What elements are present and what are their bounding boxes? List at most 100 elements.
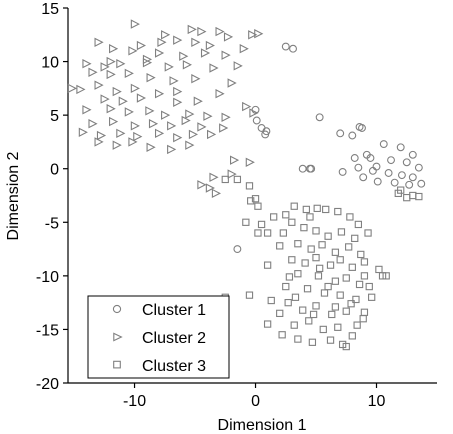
point-cluster-2	[146, 72, 156, 83]
point-cluster-2	[173, 97, 183, 107]
point-cluster-2	[197, 122, 207, 132]
point-cluster-3	[364, 229, 372, 237]
point-cluster-3	[324, 282, 332, 291]
point-cluster-2	[116, 128, 126, 139]
point-cluster-1	[373, 177, 382, 186]
point-cluster-3	[301, 259, 309, 267]
point-cluster-1	[233, 245, 242, 254]
point-cluster-3	[409, 191, 417, 200]
point-cluster-2	[245, 157, 255, 167]
point-cluster-1	[372, 162, 381, 171]
x-axis-title: Dimension 1	[218, 417, 307, 434]
point-cluster-3	[245, 291, 254, 299]
point-cluster-3	[324, 232, 332, 240]
point-cluster-2	[185, 140, 195, 150]
point-cluster-2	[205, 183, 215, 193]
point-cluster-2	[233, 61, 243, 71]
point-cluster-2	[209, 172, 219, 182]
x-tick-label: -10	[123, 393, 146, 410]
point-cluster-2	[207, 129, 217, 140]
point-cluster-3	[342, 342, 350, 351]
point-cluster-2	[169, 76, 179, 86]
point-cluster-3	[303, 285, 312, 293]
point-cluster-3	[267, 296, 275, 305]
point-cluster-3	[288, 256, 296, 264]
point-cluster-1	[262, 127, 271, 136]
point-cluster-1	[408, 150, 417, 159]
point-cluster-3	[353, 321, 361, 329]
point-cluster-1	[390, 178, 399, 187]
point-cluster-1	[396, 143, 405, 152]
point-cluster-2	[254, 29, 264, 39]
point-cluster-2	[154, 48, 165, 58]
point-cluster-2	[78, 127, 88, 137]
y-tick-label: -15	[36, 322, 59, 339]
point-cluster-1	[252, 116, 261, 125]
point-cluster-3	[415, 192, 423, 201]
point-cluster-1	[387, 156, 395, 165]
point-cluster-3	[279, 229, 288, 237]
point-cluster-3	[355, 280, 364, 289]
point-cluster-2	[167, 144, 177, 155]
point-cluster-2	[221, 112, 231, 122]
point-cluster-3	[299, 306, 307, 314]
point-cluster-1	[408, 173, 417, 182]
data-marks	[67, 19, 426, 351]
point-cluster-3	[302, 205, 310, 214]
point-cluster-3	[326, 336, 335, 344]
point-cluster-1	[366, 154, 375, 162]
point-cluster-2	[215, 26, 225, 37]
legend-label-cluster-1: Cluster 1	[142, 302, 206, 319]
y-tick-label: -10	[36, 269, 59, 286]
point-cluster-2	[128, 137, 138, 147]
point-cluster-2	[181, 115, 191, 126]
point-cluster-3	[305, 317, 313, 325]
y-tick-label: 10	[41, 55, 59, 72]
point-cluster-2	[109, 116, 119, 127]
point-cluster-2	[173, 132, 183, 143]
point-cluster-3	[294, 240, 302, 248]
point-cluster-2	[193, 96, 203, 106]
point-cluster-3	[319, 325, 327, 334]
point-cluster-3	[247, 197, 255, 205]
point-cluster-1	[397, 171, 406, 180]
point-cluster-2	[148, 119, 159, 129]
point-cluster-1	[315, 113, 324, 122]
point-cluster-3	[294, 335, 302, 343]
point-cluster-2	[211, 188, 222, 199]
y-tick-label: 15	[41, 1, 59, 18]
point-cluster-2	[100, 94, 110, 104]
point-cluster-3	[359, 315, 367, 323]
point-cluster-3	[291, 293, 300, 301]
point-cluster-2	[82, 105, 92, 115]
point-cluster-2	[106, 104, 116, 114]
point-cluster-1	[368, 166, 377, 175]
point-cluster-2	[100, 62, 110, 72]
point-cluster-2	[112, 140, 122, 150]
point-cluster-2	[191, 74, 201, 84]
point-cluster-3	[294, 270, 302, 278]
point-cluster-2	[106, 56, 116, 67]
point-cluster-3	[257, 220, 266, 229]
point-cluster-3	[288, 218, 296, 226]
legend-label-cluster-3: Cluster 3	[142, 358, 206, 375]
point-cluster-3	[334, 323, 342, 331]
point-cluster-1	[281, 42, 290, 51]
point-cluster-3	[306, 213, 314, 221]
point-cluster-2	[219, 123, 229, 133]
y-axis-title: Dimension 2	[5, 151, 22, 240]
y-tick-label: -20	[36, 376, 59, 393]
point-cluster-3	[312, 302, 320, 310]
point-cluster-2	[197, 26, 207, 37]
point-cluster-3	[357, 250, 365, 259]
point-cluster-3	[382, 272, 390, 280]
point-cluster-3	[365, 282, 373, 291]
y-tick-label: 0	[50, 162, 59, 179]
point-cluster-2	[173, 35, 183, 45]
point-cluster-2	[205, 40, 215, 51]
point-cluster-2	[116, 59, 126, 69]
point-cluster-2	[227, 78, 237, 88]
point-cluster-1	[405, 180, 414, 189]
point-cluster-2	[109, 44, 119, 54]
